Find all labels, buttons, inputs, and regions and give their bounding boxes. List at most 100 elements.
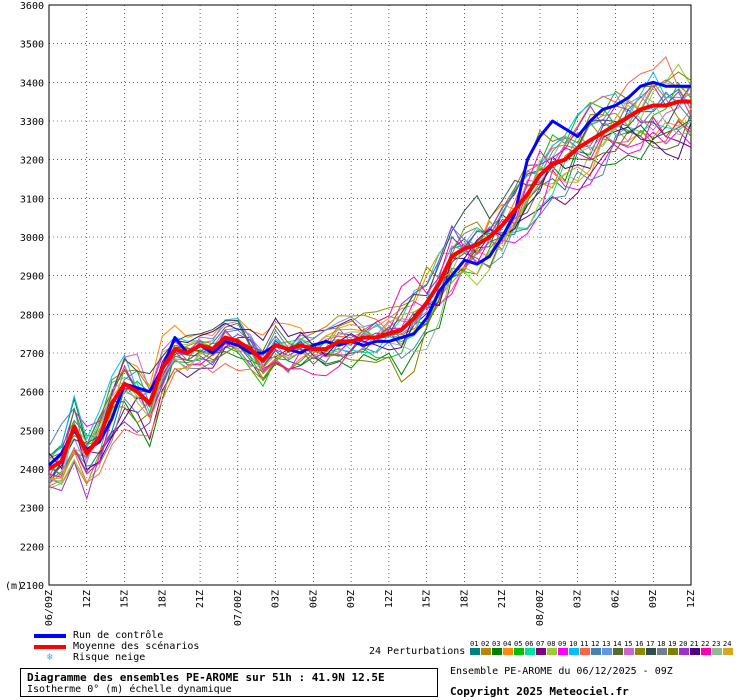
y-tick-label: 2800: [20, 310, 44, 321]
perturbation-line: [48, 84, 692, 481]
perturbation-line: [48, 115, 692, 478]
legend: Run de contrôle Moyenne des scénarios ❄ R…: [34, 630, 199, 663]
perturbation-color-swatch: [547, 648, 557, 655]
y-tick-label: 3000: [20, 233, 44, 244]
copyright: Copyright 2025 Meteociel.fr: [450, 685, 629, 698]
perturbation-line: [48, 108, 692, 460]
y-tick-label: 3600: [20, 1, 44, 12]
perturbation-number: 10: [569, 640, 578, 648]
main-lines: [47, 80, 691, 471]
perturbation-color-swatch: [624, 648, 634, 655]
x-tick-label: 09Z: [346, 590, 357, 608]
plot-area: [48, 4, 692, 586]
perturbation-color-swatch: [646, 648, 656, 655]
x-tick-label: 18Z: [157, 590, 168, 608]
x-tick-label: 21Z: [195, 590, 206, 608]
perturbation-line: [48, 118, 692, 457]
perturbation-color-swatch: [580, 648, 590, 655]
x-tick-label: 15Z: [422, 590, 433, 608]
y-tick-label: 2400: [20, 465, 44, 476]
y-tick-label: 2600: [20, 388, 44, 399]
perturbation-color-swatch: [635, 648, 645, 655]
y-tick-label: 3500: [20, 40, 44, 51]
perturbation-number: 08: [547, 640, 556, 648]
x-tick-label: 06Z: [610, 590, 621, 608]
perturbation-number: 02: [481, 640, 490, 648]
perturbation-color-swatch: [712, 648, 722, 655]
perturbation-color-swatch: [492, 648, 502, 655]
perturbation-number: 12: [591, 640, 600, 648]
x-tick-label: 12Z: [384, 590, 395, 608]
y-tick-label: 2100: [20, 581, 44, 592]
perturbation-line: [48, 93, 692, 483]
perturbation-color-swatch: [569, 648, 579, 655]
x-tick-label: 06/09Z: [44, 590, 55, 626]
ensemble-info: Ensemble PE-AROME du 06/12/2025 - 09Z: [450, 666, 673, 677]
y-tick-label: 2900: [20, 272, 44, 283]
perturbation-line: [48, 82, 692, 480]
perturbation-number: 20: [679, 640, 688, 648]
legend-snow: ❄ Risque neige: [34, 652, 199, 663]
perturbation-number: 09: [558, 640, 567, 648]
x-tick-label: 08/00Z: [535, 590, 546, 626]
chart-subtitle: Isotherme 0° (m) échelle dynamique: [27, 684, 232, 695]
perturbation-color-swatch: [470, 648, 480, 655]
y-tick-label: 3300: [20, 117, 44, 128]
perturbation-number: 14: [613, 640, 622, 648]
x-tick-label: 12Z: [82, 590, 93, 608]
perturbation-color-swatch: [657, 648, 667, 655]
perturbation-color-swatch: [514, 648, 524, 655]
control-swatch: [34, 633, 66, 638]
y-tick-label: 2700: [20, 349, 44, 360]
perturbation-color-swatch: [503, 648, 513, 655]
snowflake-icon: ❄: [46, 652, 54, 663]
perturbation-color-swatch: [591, 648, 601, 655]
perturbation-color-swatch: [679, 648, 689, 655]
x-tick-label: 09Z: [648, 590, 659, 608]
perturbation-number: 04: [503, 640, 512, 648]
perturbation-number: 07: [536, 640, 545, 648]
perturbation-color-swatch: [602, 648, 612, 655]
title-box: Diagramme des ensembles PE-AROME sur 51h…: [20, 668, 438, 697]
perturbation-colors: [470, 648, 734, 655]
x-tick-label: 12Z: [686, 590, 697, 608]
perturbation-number: 03: [492, 640, 501, 648]
perturbation-number: 15: [624, 640, 633, 648]
chart-axes: 3600 3500 3400 3300 3200 3100 3000 2900 2800 2700…: [5, 1, 697, 626]
perturbations-label: 24 Perturbations: [369, 646, 466, 657]
perturbation-color-swatch: [613, 648, 623, 655]
mean-line: [47, 99, 691, 471]
perturbation-color-swatch: [481, 648, 491, 655]
perturbation-number: 19: [668, 640, 677, 648]
perturbation-number: 17: [646, 640, 655, 648]
perturbation-color-swatch: [558, 648, 568, 655]
y-tick-label: 3400: [20, 78, 44, 89]
perturbation-color-swatch: [701, 648, 711, 655]
perturbation-number: 06: [525, 640, 534, 648]
x-tick-label: 15Z: [120, 590, 131, 608]
perturbation-color-swatch: [525, 648, 535, 655]
y-tick-label: 3100: [20, 194, 44, 205]
perturbation-number: 23: [712, 640, 721, 648]
perturbation-number: 16: [635, 640, 644, 648]
x-tick-label: 21Z: [497, 590, 508, 608]
perturbation-line: [48, 85, 692, 485]
x-tick-label: 06Z: [308, 590, 319, 608]
y-tick-label: 2300: [20, 504, 44, 515]
perturbation-number: 22: [701, 640, 710, 648]
x-tick-label: 07/00Z: [233, 590, 244, 626]
perturbation-number: 11: [580, 640, 589, 648]
perturbation-color-swatch: [668, 648, 678, 655]
x-tick-label: 03Z: [271, 590, 282, 608]
perturbation-color-swatch: [690, 648, 700, 655]
x-tick-label: 03Z: [573, 590, 584, 608]
legend-control: Run de contrôle: [34, 630, 199, 641]
perturbation-number: 01: [470, 640, 479, 648]
y-tick-label: 3200: [20, 156, 44, 167]
perturbation-number: 05: [514, 640, 523, 648]
perturbation-number: 13: [602, 640, 611, 648]
ensemble-chart: 3600 3500 3400 3300 3200 3100 3000 2900 2800 2700…: [5, 1, 697, 626]
legend-mean: Moyenne des scénarios: [34, 641, 199, 652]
perturbation-number: 21: [690, 640, 699, 648]
perturbation-number: 18: [657, 640, 666, 648]
